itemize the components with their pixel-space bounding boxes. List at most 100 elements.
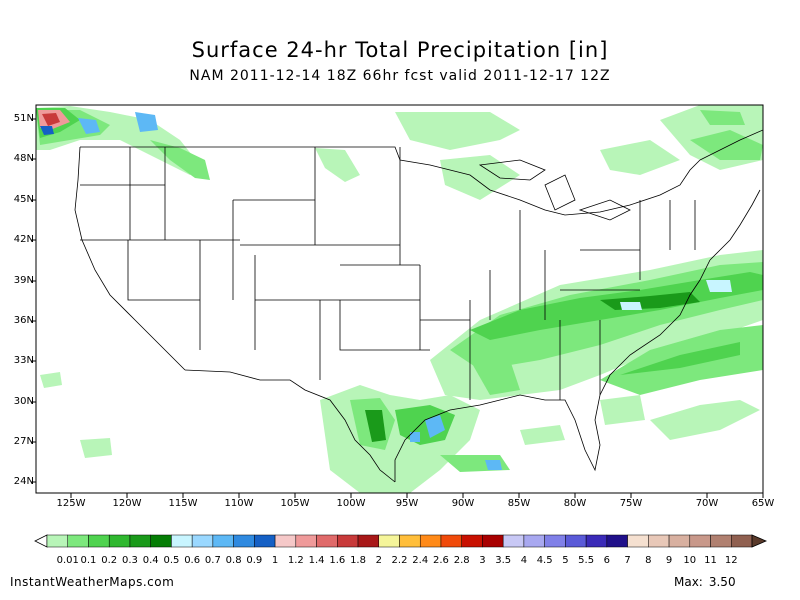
lon-label: 125W xyxy=(56,498,86,509)
legend-swatch xyxy=(482,534,504,548)
legend-tick-label: 2 xyxy=(375,555,382,566)
legend-swatch xyxy=(233,534,255,548)
lat-label: 45N xyxy=(13,194,34,205)
lon-ticks xyxy=(70,493,764,498)
site-credit: InstantWeatherMaps.com xyxy=(10,575,175,589)
legend-swatch xyxy=(585,534,608,548)
legend-tick-label: 7 xyxy=(624,555,631,566)
lat-label: 24N xyxy=(13,476,34,487)
legend-swatch xyxy=(544,534,566,548)
max-label: Max: xyxy=(674,575,703,589)
lat-label: 48N xyxy=(13,153,34,164)
legend-tick-label: 8 xyxy=(645,555,652,566)
legend-tick-label: 0.1 xyxy=(80,555,97,566)
legend-swatch xyxy=(67,534,89,548)
legend-tick-label: 5.5 xyxy=(578,555,595,566)
lon-label: 85W xyxy=(507,498,531,509)
legend-swatch xyxy=(88,534,110,548)
legend-tick-label: 9 xyxy=(665,555,673,566)
legend-tick-label: 12 xyxy=(724,555,738,566)
lon-label: 80W xyxy=(563,498,587,509)
legend-tick-label: 5 xyxy=(562,555,569,566)
lat-label: 27N xyxy=(13,436,34,447)
legend-tick-label: 3.5 xyxy=(495,555,512,566)
lon-label: 70W xyxy=(695,498,719,509)
map-frame xyxy=(35,104,764,494)
legend-swatch xyxy=(46,534,68,548)
max-readout: Max: 3.50 xyxy=(668,575,736,589)
lat-label: 51N xyxy=(13,113,34,124)
legend-tick-label: 0.5 xyxy=(163,555,180,566)
lat-label: 33N xyxy=(13,355,34,366)
legend-swatch xyxy=(316,534,338,548)
lat-ticks xyxy=(31,118,36,483)
legend-tick-label: 10 xyxy=(683,555,697,566)
lon-label: 100W xyxy=(336,498,366,509)
legend-tick-label: 2.6 xyxy=(433,555,449,566)
legend-swatch xyxy=(357,534,380,548)
legend-tick-label: 1.6 xyxy=(329,555,346,566)
legend-swatch xyxy=(171,534,193,548)
legend-swatch xyxy=(274,534,297,548)
legend-tick-label: 1.2 xyxy=(287,555,304,566)
legend-swatch xyxy=(150,534,172,548)
lat-label: 36N xyxy=(13,315,34,326)
legend-tick-label: 1 xyxy=(271,555,279,566)
legend-swatch xyxy=(129,534,151,548)
lon-label: 120W xyxy=(112,498,142,509)
legend-tick-label: 2.4 xyxy=(412,555,429,566)
legend-tick-label: 0.3 xyxy=(121,555,138,566)
legend-tick-label: 0.01 xyxy=(56,555,79,566)
legend-tick-label: 6 xyxy=(603,555,611,566)
legend-swatch xyxy=(731,534,753,548)
legend-swatch xyxy=(419,534,442,548)
lat-label: 30N xyxy=(13,396,34,407)
legend-swatch xyxy=(191,534,214,548)
legend-swatch xyxy=(399,534,421,548)
legend-swatch xyxy=(606,534,628,548)
legend-swatch xyxy=(565,534,587,548)
legend-tick-label: 0.9 xyxy=(246,555,263,566)
lon-label: 65W xyxy=(751,498,775,509)
legend-swatch xyxy=(502,534,525,548)
legend-swatch xyxy=(648,534,670,548)
lon-label: 90W xyxy=(451,498,475,509)
legend-swatch xyxy=(337,534,359,548)
legend-tick-label: 0.4 xyxy=(142,555,159,566)
legend-swatch xyxy=(440,534,462,548)
legend-tick-label: 1.8 xyxy=(350,555,366,566)
lon-label: 110W xyxy=(224,498,254,509)
lon-label: 105W xyxy=(280,498,310,509)
legend-tick-label: 0.6 xyxy=(184,555,201,566)
lon-label: 115W xyxy=(168,498,198,509)
legend-swatch xyxy=(212,534,234,548)
legend-tick-label: 0.2 xyxy=(101,555,118,566)
legend-tick-label: 2.2 xyxy=(391,555,408,566)
legend-swatch xyxy=(710,534,732,548)
legend-tick-label: 3 xyxy=(479,555,486,566)
max-value: 3.50 xyxy=(708,575,736,589)
legend-arrow-high xyxy=(751,534,768,548)
legend-tick-label: 0.8 xyxy=(225,555,242,566)
legend-tick-label: 0.7 xyxy=(204,555,221,566)
legend-arrow-low xyxy=(34,534,48,548)
legend-swatch xyxy=(295,534,317,548)
legend-tick-label: 4.5 xyxy=(536,555,553,566)
legend-swatch xyxy=(108,534,131,548)
lat-label: 42N xyxy=(13,234,34,245)
legend-tick-label: 4 xyxy=(520,555,528,566)
legend-tick-label: 1.4 xyxy=(308,555,325,566)
lat-label: 39N xyxy=(13,275,34,286)
legend-tick-label: 2.8 xyxy=(453,555,470,566)
precip-shading xyxy=(36,105,763,493)
legend-swatch xyxy=(668,534,691,548)
legend-swatch xyxy=(378,534,400,548)
legend-swatch xyxy=(627,534,649,548)
legend-swatch xyxy=(689,534,711,548)
legend-swatch xyxy=(461,534,483,548)
legend-swatch xyxy=(254,534,276,548)
lon-label: 75W xyxy=(619,498,643,509)
boundaries xyxy=(74,129,764,483)
